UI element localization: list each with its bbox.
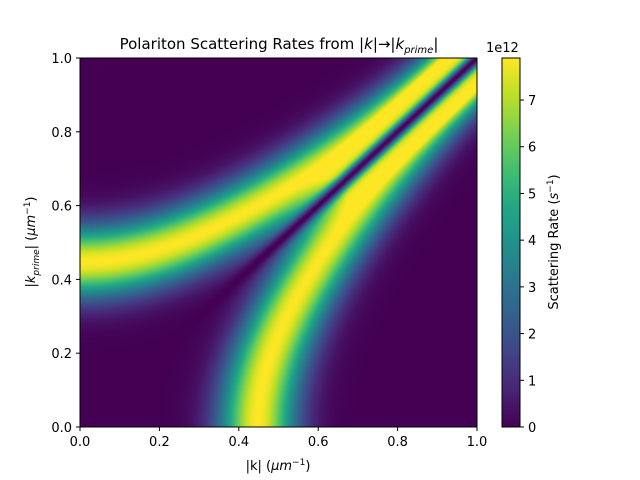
y-tick-label: 0.4 [51, 273, 72, 288]
heatmap-image [80, 58, 477, 427]
colorbar-tick-label: 7 [528, 94, 536, 109]
colorbar: 1e12 0 1 2 3 4 5 6 7 Scattering Rate (s−1) [486, 41, 562, 436]
colorbar-ticks: 0 1 2 3 4 5 6 7 [520, 94, 536, 436]
x-axis-label: |k| (μm−1) [246, 458, 311, 474]
y-tick-label: 0.6 [51, 200, 72, 215]
x-tick-label: 1.0 [467, 435, 488, 450]
x-tick-label: 0.8 [387, 435, 408, 450]
colorbar-tick-label: 3 [528, 281, 536, 296]
y-tick-label: 1.0 [51, 52, 72, 67]
colorbar-tick-label: 5 [528, 187, 536, 202]
colorbar-label: Scattering Rate (s−1) [546, 174, 562, 309]
chart-title: Polariton Scattering Rates from |k|→|kpr… [120, 35, 439, 56]
colorbar-tick-label: 1 [528, 374, 536, 389]
plot-frame [79, 57, 478, 428]
colorbar-tick-label: 0 [528, 421, 536, 436]
x-tick-label: 0.4 [228, 435, 249, 450]
y-tick-label: 0.0 [51, 421, 72, 436]
colorbar-offset-text: 1e12 [486, 41, 519, 56]
colorbar-gradient [501, 57, 521, 428]
y-axis: 0.0 0.2 0.4 0.6 0.8 1.0 [51, 52, 80, 436]
y-tick-label: 0.2 [51, 347, 72, 362]
y-axis-label: |kprime| (μm−1) [23, 196, 42, 287]
x-tick-label: 0.2 [149, 435, 170, 450]
colorbar-tick-label: 6 [528, 141, 536, 156]
colorbar-tick-label: 4 [528, 234, 536, 249]
x-tick-label: 0.0 [70, 435, 91, 450]
y-tick-label: 0.8 [51, 126, 72, 141]
heatmap [79, 57, 478, 428]
colorbar-tick-label: 2 [528, 328, 536, 343]
x-axis: 0.0 0.2 0.4 0.6 0.8 1.0 [70, 427, 488, 450]
x-tick-label: 0.6 [308, 435, 329, 450]
